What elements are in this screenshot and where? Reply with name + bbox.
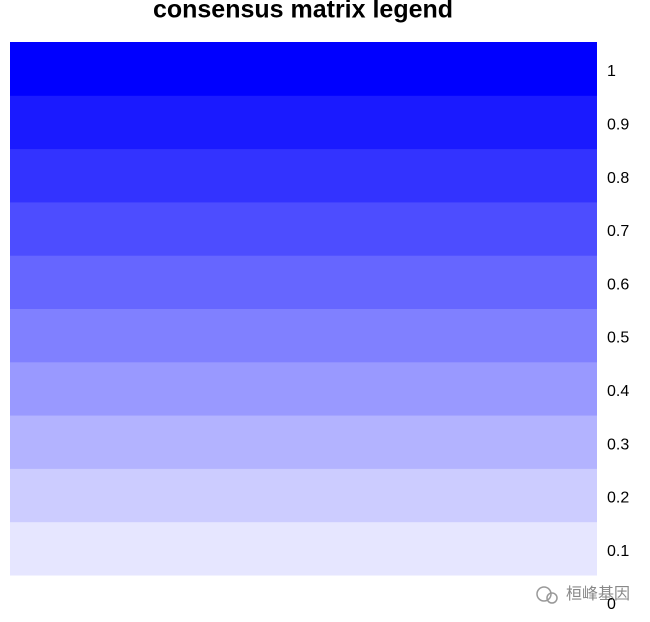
legend-block <box>10 95 597 150</box>
legend-block <box>10 308 597 363</box>
tick-label: 0.3 <box>607 436 629 453</box>
tick-label: 0.2 <box>607 490 629 507</box>
legend-block <box>10 42 597 96</box>
chart-title: consensus matrix legend <box>153 0 453 24</box>
tick-label: 0.7 <box>607 223 629 240</box>
tick-label: 1 <box>607 63 616 80</box>
legend-block <box>10 361 597 416</box>
tick-label: 0.9 <box>607 117 629 134</box>
tick-label: 0.5 <box>607 330 629 347</box>
legend-block <box>10 201 597 256</box>
legend-block <box>10 148 597 203</box>
legend-block <box>10 415 597 469</box>
watermark-text: 桓峰基因 <box>566 585 630 603</box>
watermark-icon <box>546 592 558 604</box>
watermark: 桓峰基因 <box>536 585 630 604</box>
legend-block <box>10 255 597 309</box>
tick-label: 0.1 <box>607 543 629 560</box>
tick-label: 0.8 <box>607 170 629 187</box>
tick-label: 0.4 <box>607 383 629 400</box>
watermark-icon <box>536 586 552 602</box>
tick-label: 0.6 <box>607 276 629 293</box>
legend-block <box>10 468 597 523</box>
legend-block <box>10 521 597 576</box>
tick-label: 0 <box>607 596 616 613</box>
